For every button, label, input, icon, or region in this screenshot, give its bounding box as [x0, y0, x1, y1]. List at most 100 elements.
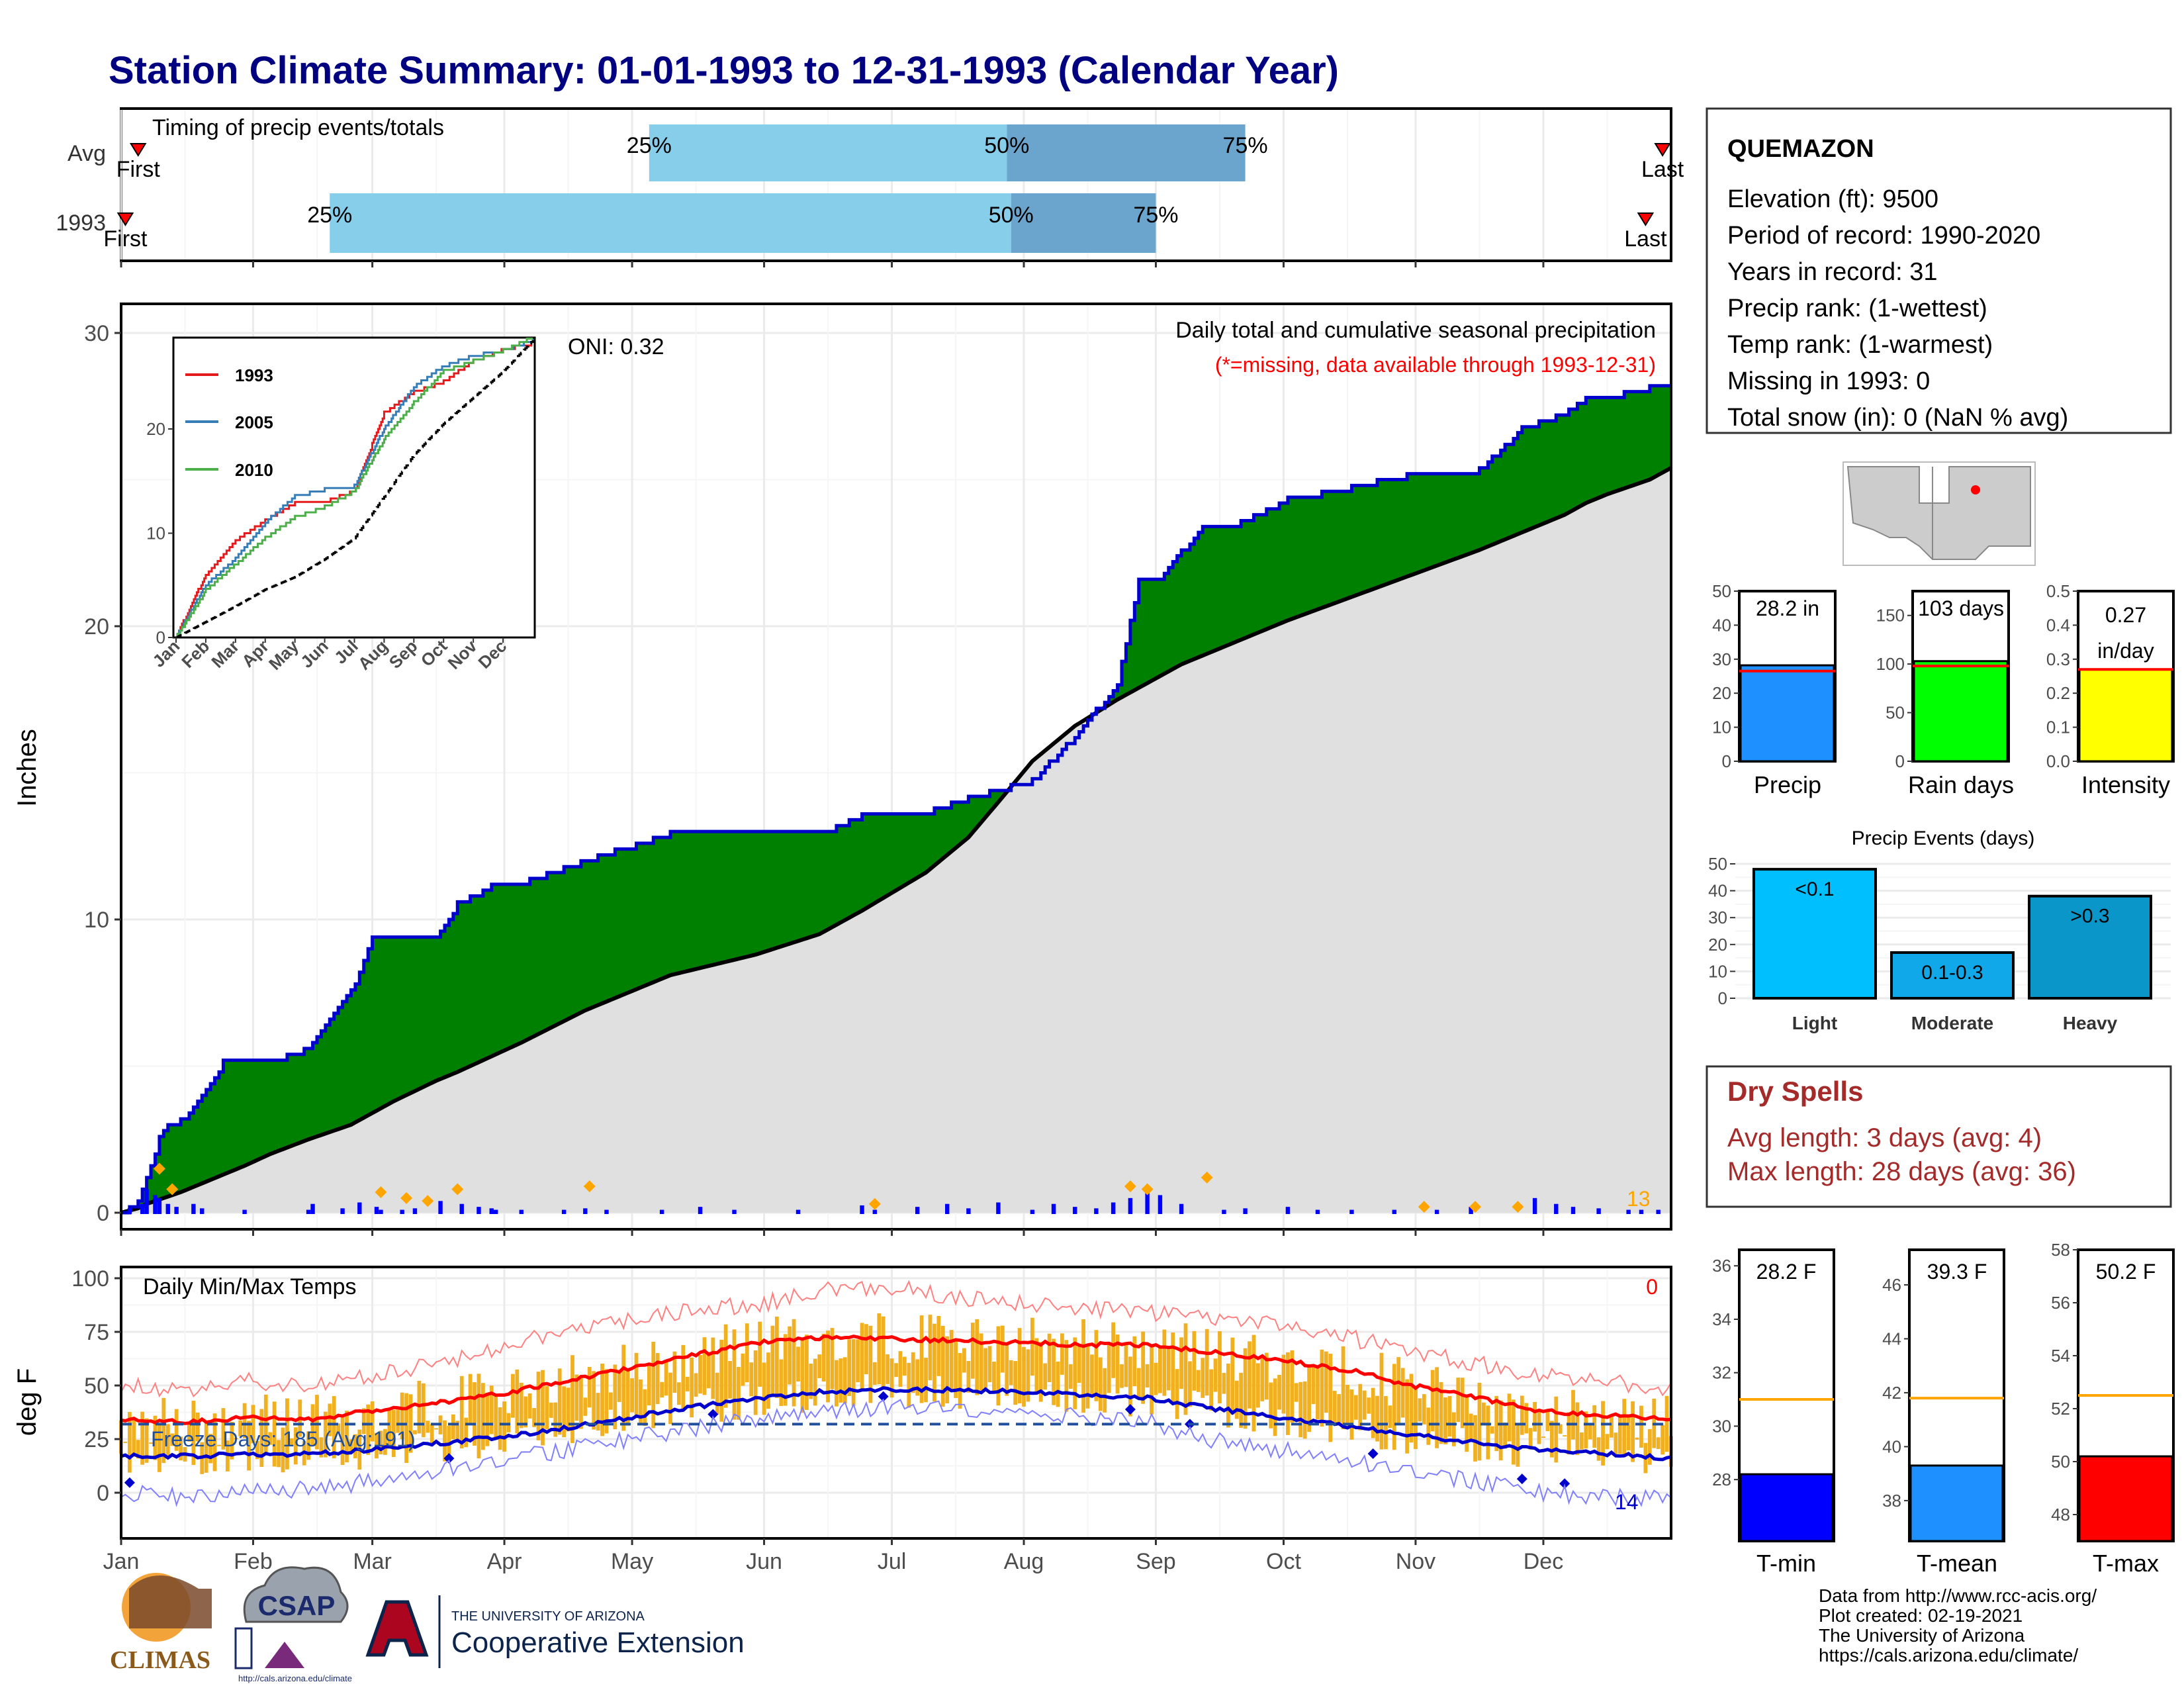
- temp-daily-range-bar: [1605, 1434, 1610, 1450]
- temp-daily-range-bar: [315, 1395, 319, 1450]
- temp-daily-range-bar: [212, 1413, 217, 1472]
- temp-daily-range-bar: [804, 1335, 809, 1410]
- summary-y-tick-label: 0: [1722, 751, 1731, 771]
- daily-precip-bar: [140, 1203, 145, 1214]
- climas-logo-text: CLIMAS: [110, 1646, 210, 1674]
- temp-daily-range-bar: [1371, 1387, 1375, 1438]
- month-label: Jun: [746, 1549, 782, 1574]
- daily-precip-bar: [379, 1209, 383, 1214]
- temp-daily-range-bar: [191, 1401, 196, 1466]
- temp-daily-range-bar: [553, 1402, 558, 1437]
- timing-q50-label: 50%: [984, 133, 1029, 158]
- temp-daily-range-bar: [293, 1427, 298, 1465]
- timing-q25-label: 25%: [627, 133, 672, 158]
- daily-precip-bar: [459, 1203, 464, 1214]
- temp-daily-range-bar: [1281, 1354, 1286, 1414]
- timing-q50-label: 50%: [989, 203, 1034, 228]
- temp-daily-range-bar: [651, 1341, 656, 1429]
- temp-bar-fill: [1739, 1473, 1834, 1542]
- temp-daily-range-bar: [195, 1412, 200, 1442]
- temp-daily-range-bar: [1512, 1399, 1516, 1465]
- timing-panel: Timing of precip events/totals Avg 1993 …: [56, 107, 1684, 267]
- temp-daily-range-bar: [898, 1351, 903, 1387]
- last-event-label: Last: [1641, 157, 1684, 182]
- summary-y-tick-label: 0: [1895, 751, 1905, 771]
- temp-y-label: deg F: [13, 1368, 42, 1436]
- temp-daily-range-bar: [1443, 1397, 1447, 1444]
- daily-precip-bar: [340, 1208, 345, 1214]
- temp-daily-range-bar: [434, 1428, 439, 1430]
- events-y-tick-label: 20: [1708, 935, 1727, 955]
- temp-daily-range-bar: [1017, 1328, 1022, 1403]
- daily-precip-marker: [868, 1197, 881, 1210]
- temp-summary-y-tick-label: 28: [1712, 1470, 1731, 1489]
- temp-panel: 0 25 50 75 100 Jan Feb Mar Apr May Jun Jul Aug Sep Oc…: [13, 1266, 1673, 1574]
- temp-daily-range-bar: [1498, 1400, 1503, 1461]
- temp-daily-range-bar: [268, 1432, 273, 1445]
- last-event-label: Last: [1624, 226, 1667, 252]
- daily-precip-bar: [374, 1207, 379, 1214]
- temp-daily-range-bar: [1473, 1415, 1477, 1462]
- temp-daily-range-bar: [621, 1344, 626, 1431]
- temp-y-tick-label: 0: [97, 1481, 109, 1506]
- daily-precip-bar: [493, 1209, 498, 1214]
- temp-summary-y-tick-label: 32: [1712, 1363, 1731, 1383]
- temp-daily-range-bar: [387, 1410, 392, 1448]
- temp-daily-range-bar: [421, 1383, 426, 1438]
- temp-daily-range-bar: [221, 1408, 226, 1450]
- temp-daily-range-bar: [242, 1403, 247, 1438]
- temp-summary-y-tick-label: 42: [1882, 1383, 1901, 1403]
- temp-daily-range-bar: [809, 1364, 813, 1399]
- temp-daily-range-bar: [230, 1421, 234, 1460]
- daily-precip-marker: [422, 1195, 434, 1207]
- temp-daily-range-bar: [383, 1429, 387, 1455]
- temp-daily-range-bar: [511, 1374, 515, 1418]
- temp-daily-range-bar: [1558, 1424, 1563, 1434]
- temp-daily-range-bar: [541, 1370, 545, 1446]
- temp-y-tick-label: 75: [84, 1320, 109, 1345]
- temp-daily-range-bar: [345, 1411, 349, 1463]
- record-low-marker: [1559, 1478, 1570, 1489]
- temp-daily-range-bar: [1647, 1429, 1652, 1465]
- temp-daily-range-bar: [1260, 1358, 1265, 1401]
- temp-daily-range-bar: [1337, 1393, 1342, 1425]
- temp-daily-range-bar: [758, 1321, 762, 1387]
- temp-daily-range-bar: [1362, 1390, 1367, 1420]
- temp-summary-y-tick-label: 40: [1882, 1436, 1901, 1456]
- temp-daily-range-bar: [238, 1420, 243, 1436]
- temp-daily-range-bar: [1205, 1329, 1209, 1396]
- temp-daily-range-bar: [336, 1423, 341, 1434]
- temp-daily-range-bar: [1631, 1401, 1635, 1462]
- summary-value-intensity-unit: in/day: [2097, 639, 2154, 663]
- summary-y-tick-label: 150: [1876, 606, 1905, 626]
- temp-daily-range-bar: [208, 1434, 213, 1464]
- first-event-label: First: [103, 226, 148, 252]
- temp-daily-range-bar: [1141, 1331, 1146, 1404]
- temp-daily-range-bar: [574, 1374, 579, 1421]
- temp-daily-range-bar: [1056, 1361, 1060, 1407]
- events-y-tick-label: 0: [1718, 988, 1727, 1008]
- temp-daily-range-bar: [158, 1423, 161, 1472]
- temp-y-tick-label: 100: [71, 1266, 109, 1291]
- temp-daily-range-bar: [856, 1339, 860, 1383]
- temp-daily-range-bar: [536, 1372, 541, 1440]
- month-label: Dec: [1524, 1549, 1563, 1574]
- temp-daily-range-bar: [1030, 1317, 1034, 1376]
- daily-precip-marker: [583, 1180, 596, 1193]
- temp-daily-range-bar: [702, 1337, 707, 1395]
- temp-daily-range-bar: [698, 1354, 702, 1394]
- temp-daily-range-bar: [1098, 1357, 1103, 1411]
- daily-precip-marker: [375, 1186, 387, 1198]
- temp-daily-range-bar: [1422, 1394, 1426, 1425]
- summary-y-tick-label: 0.4: [2046, 615, 2070, 635]
- temp-daily-range-bar: [587, 1366, 592, 1408]
- legend-label-2005: 2005: [235, 412, 273, 432]
- temp-daily-range-bar: [749, 1362, 754, 1397]
- daily-precip-marker: [1418, 1201, 1430, 1213]
- temp-daily-range-bar: [1400, 1368, 1405, 1418]
- temp-summary-y-tick-label: 58: [2051, 1240, 2070, 1260]
- summary-y-tick-label: 0.1: [2046, 718, 2070, 737]
- daily-precip-bar: [1285, 1207, 1291, 1214]
- temp-daily-range-bar: [664, 1360, 668, 1396]
- dry-spells-avg: Avg length: 3 days (avg: 4): [1727, 1123, 2042, 1152]
